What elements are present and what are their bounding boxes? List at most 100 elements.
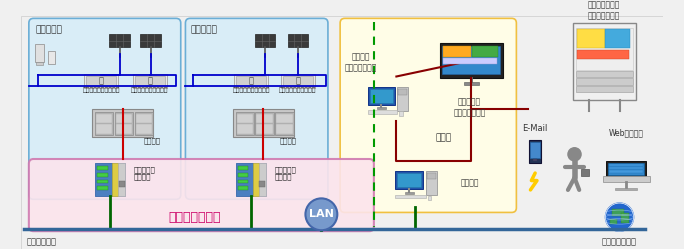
Text: Webブラウザ: Webブラウザ bbox=[609, 128, 644, 137]
Bar bbox=[288, 34, 308, 47]
Bar bbox=[252, 163, 259, 196]
Text: 事務所: 事務所 bbox=[435, 133, 451, 142]
Bar bbox=[234, 74, 268, 88]
Text: ～: ～ bbox=[295, 77, 300, 86]
Bar bbox=[112, 163, 118, 196]
Bar bbox=[603, 176, 650, 182]
Bar bbox=[237, 114, 253, 123]
Bar bbox=[255, 112, 274, 135]
Bar bbox=[236, 163, 266, 196]
Bar bbox=[464, 82, 479, 85]
Bar bbox=[577, 50, 629, 59]
Bar bbox=[256, 124, 273, 134]
Text: 設備データ
ユニット: 設備データ ユニット bbox=[274, 166, 296, 180]
FancyBboxPatch shape bbox=[185, 18, 328, 199]
Bar bbox=[97, 180, 108, 183]
Bar bbox=[109, 34, 130, 47]
Circle shape bbox=[306, 198, 337, 230]
Bar bbox=[97, 173, 108, 177]
Bar bbox=[395, 171, 423, 189]
Bar bbox=[473, 47, 498, 57]
Bar bbox=[608, 163, 644, 175]
Bar bbox=[275, 112, 293, 135]
Bar bbox=[135, 76, 165, 86]
Bar bbox=[606, 161, 646, 176]
Bar bbox=[577, 28, 633, 70]
Text: ネットワーク: ネットワーク bbox=[27, 238, 57, 247]
Bar bbox=[86, 76, 116, 86]
Bar bbox=[140, 34, 161, 47]
Bar bbox=[236, 163, 252, 196]
Bar bbox=[609, 167, 643, 169]
Bar bbox=[135, 124, 152, 134]
Bar bbox=[133, 74, 167, 88]
Bar bbox=[92, 109, 153, 137]
Bar bbox=[581, 169, 588, 176]
Bar bbox=[276, 124, 293, 134]
Bar bbox=[48, 51, 55, 64]
Bar bbox=[368, 87, 395, 105]
Bar bbox=[577, 71, 633, 77]
Text: 表示端末
（オプション）: 表示端末 （オプション） bbox=[345, 53, 377, 72]
Bar bbox=[259, 163, 266, 196]
Bar bbox=[397, 173, 421, 187]
Text: パッケージ範囲: パッケージ範囲 bbox=[168, 211, 221, 224]
Bar bbox=[281, 74, 315, 88]
Bar bbox=[443, 58, 497, 64]
Bar bbox=[237, 124, 253, 134]
Bar bbox=[605, 29, 630, 48]
Text: E-Mail: E-Mail bbox=[523, 124, 548, 132]
Bar bbox=[116, 114, 132, 123]
FancyBboxPatch shape bbox=[29, 159, 374, 231]
Bar bbox=[255, 34, 276, 47]
Text: 太陽光発電: 太陽光発電 bbox=[190, 25, 217, 34]
Bar bbox=[236, 76, 266, 86]
Bar bbox=[96, 124, 112, 134]
Bar bbox=[135, 114, 152, 123]
Text: パワーコンディショナ: パワーコンディショナ bbox=[233, 88, 269, 93]
Bar bbox=[115, 112, 133, 135]
Bar bbox=[443, 47, 471, 57]
Bar bbox=[428, 195, 432, 200]
Bar bbox=[427, 173, 436, 179]
Bar bbox=[96, 163, 125, 196]
Bar bbox=[531, 142, 540, 158]
Bar bbox=[95, 112, 114, 135]
Bar bbox=[97, 167, 108, 170]
Bar bbox=[238, 167, 248, 170]
Bar bbox=[534, 159, 537, 161]
Text: 変電設備: 変電設備 bbox=[143, 137, 160, 144]
Text: LAN: LAN bbox=[309, 209, 334, 219]
Bar bbox=[609, 164, 643, 166]
Bar bbox=[238, 186, 248, 190]
Bar bbox=[377, 107, 386, 109]
Bar bbox=[36, 44, 44, 62]
Bar bbox=[426, 171, 437, 195]
Circle shape bbox=[568, 148, 581, 161]
Text: 変電設備: 変電設備 bbox=[279, 137, 296, 144]
Bar bbox=[577, 78, 633, 85]
Bar bbox=[256, 114, 273, 123]
Bar bbox=[615, 187, 637, 190]
Text: ～: ～ bbox=[98, 77, 103, 86]
Bar bbox=[577, 29, 605, 48]
Bar bbox=[398, 89, 407, 95]
Text: 大型表示器
（オプション）: 大型表示器 （オプション） bbox=[453, 98, 486, 117]
FancyBboxPatch shape bbox=[340, 18, 516, 212]
Bar bbox=[577, 86, 633, 92]
Text: 監視端末: 監視端末 bbox=[460, 178, 479, 187]
Bar bbox=[96, 114, 112, 123]
Bar bbox=[116, 124, 132, 134]
Text: パワーコンディショナ: パワーコンディショナ bbox=[279, 88, 317, 93]
Bar bbox=[119, 182, 125, 187]
Bar bbox=[395, 195, 425, 198]
Bar bbox=[233, 109, 293, 137]
Text: 設備データ
ユニット: 設備データ ユニット bbox=[134, 166, 156, 180]
Bar bbox=[397, 87, 408, 111]
Bar bbox=[609, 170, 643, 173]
Bar bbox=[368, 110, 397, 114]
Bar bbox=[404, 192, 414, 194]
Text: インターネット: インターネット bbox=[602, 238, 637, 247]
Bar bbox=[573, 23, 636, 100]
Text: ～: ～ bbox=[248, 77, 254, 86]
